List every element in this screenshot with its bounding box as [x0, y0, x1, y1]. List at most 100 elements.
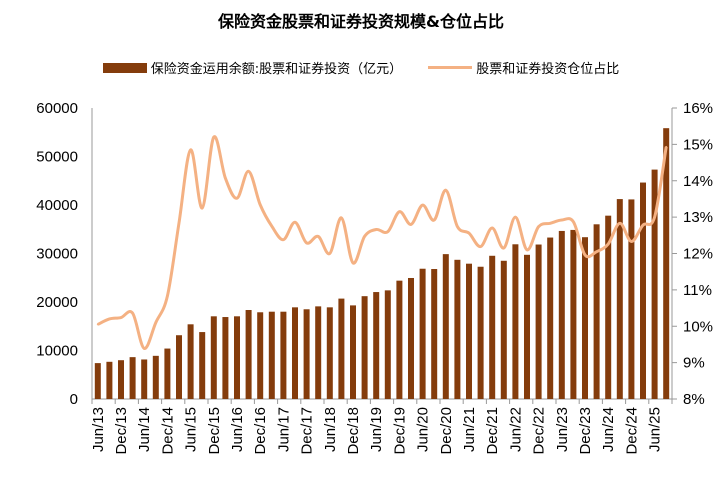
ratio-point	[642, 224, 644, 227]
ratio-point	[282, 238, 285, 241]
ratio-point	[131, 312, 134, 315]
bar	[558, 230, 565, 399]
x-tick-label: Jun/17	[275, 407, 292, 452]
bar	[245, 310, 252, 399]
bar	[303, 309, 310, 399]
ratio-point	[386, 230, 389, 233]
bar	[257, 312, 264, 399]
ratio-point	[572, 220, 575, 223]
ratio-point	[96, 323, 99, 326]
bar	[361, 296, 368, 399]
right-tick-label: 15%	[683, 136, 713, 153]
bar	[582, 237, 588, 399]
x-tick-label: Jun/18	[322, 407, 339, 452]
ratio-point	[201, 207, 204, 210]
bar	[350, 305, 356, 399]
x-tick-label: Dec/18	[345, 407, 362, 455]
bar	[187, 324, 194, 399]
legend-swatch-bar	[102, 62, 147, 73]
x-tick-label: Dec/21	[484, 407, 501, 455]
x-tick-label: Dec/13	[113, 407, 130, 455]
bar	[454, 259, 461, 399]
ratio-point	[595, 250, 598, 253]
x-tick-label: Jun/19	[368, 407, 385, 452]
ratio-point	[479, 245, 482, 248]
bar	[268, 311, 275, 399]
bar	[524, 254, 530, 399]
legend-swatch-line	[428, 66, 473, 69]
ratio-point	[178, 221, 180, 224]
ratio-point	[537, 225, 540, 228]
bar	[512, 244, 519, 399]
bar	[280, 311, 287, 399]
ratio-point	[305, 241, 308, 244]
bar	[292, 307, 298, 399]
ratio-point	[120, 316, 122, 319]
left-tick-label: 0	[70, 391, 78, 408]
right-tick-label: 14%	[683, 173, 713, 190]
bar	[222, 317, 229, 399]
ratio-line	[97, 135, 668, 350]
x-tick-label: Dec/22	[531, 407, 548, 455]
ratio-point	[108, 317, 111, 320]
bar	[315, 306, 322, 399]
ratio-point	[410, 223, 412, 226]
bar	[616, 199, 623, 399]
ratio-point	[468, 232, 470, 235]
right-tick-label: 9%	[683, 355, 705, 372]
left-tick-label: 60000	[36, 100, 78, 117]
ratio-point	[502, 247, 505, 250]
bar	[396, 280, 403, 399]
ratio-point	[224, 177, 227, 180]
ratio-point	[421, 204, 424, 207]
left-tick-label: 30000	[36, 246, 78, 263]
x-tick-label: Jun/25	[647, 407, 664, 452]
ratio-point	[166, 295, 169, 298]
ratio-point	[247, 170, 250, 173]
bar	[535, 244, 542, 399]
bar	[489, 255, 496, 399]
legend: 保险资金运用余额:股票和证券投资（亿元） 股票和证券投资仓位占比	[0, 58, 722, 77]
bar	[431, 269, 438, 399]
x-tick-label: Jun/14	[136, 407, 153, 452]
ratio-point	[294, 221, 296, 224]
ratio-point	[665, 145, 668, 148]
ratio-point	[363, 235, 366, 238]
bar	[164, 348, 171, 399]
bar	[628, 199, 635, 399]
x-tick-label: Dec/14	[159, 407, 176, 455]
ratio-point	[444, 189, 447, 192]
x-tick-label: Jun/16	[229, 407, 246, 452]
bar	[663, 128, 670, 399]
ratio-point	[549, 222, 552, 225]
bar	[651, 169, 658, 399]
legend-label-line: 股票和证券投资仓位占比	[476, 62, 620, 77]
chart-title: 保险资金股票和证券投资规模&仓位占比	[218, 12, 504, 31]
x-tick-label: Jun/13	[90, 407, 107, 452]
x-tick-label: Dec/23	[577, 407, 594, 455]
bar	[373, 292, 380, 399]
bar	[605, 215, 612, 399]
ratio-point	[317, 235, 320, 238]
x-tick-label: Jun/22	[507, 407, 524, 452]
x-tick-label: Dec/19	[391, 407, 408, 455]
x-tick-label: Dec/16	[252, 407, 269, 455]
bar	[419, 268, 426, 399]
x-tick-label: Dec/20	[438, 407, 455, 455]
left-tick-label: 40000	[36, 197, 78, 214]
bar	[408, 277, 414, 399]
bar	[152, 355, 159, 399]
ratio-point	[491, 227, 494, 230]
bar	[129, 357, 136, 399]
ratio-point	[259, 203, 262, 206]
bar	[547, 237, 554, 399]
ratio-point	[143, 347, 146, 350]
x-tick-label: Jun/15	[183, 407, 200, 452]
bar	[210, 316, 217, 399]
bar	[477, 266, 484, 399]
ratio-point	[189, 148, 192, 151]
bar	[118, 360, 124, 399]
left-tick-label: 50000	[36, 149, 78, 166]
